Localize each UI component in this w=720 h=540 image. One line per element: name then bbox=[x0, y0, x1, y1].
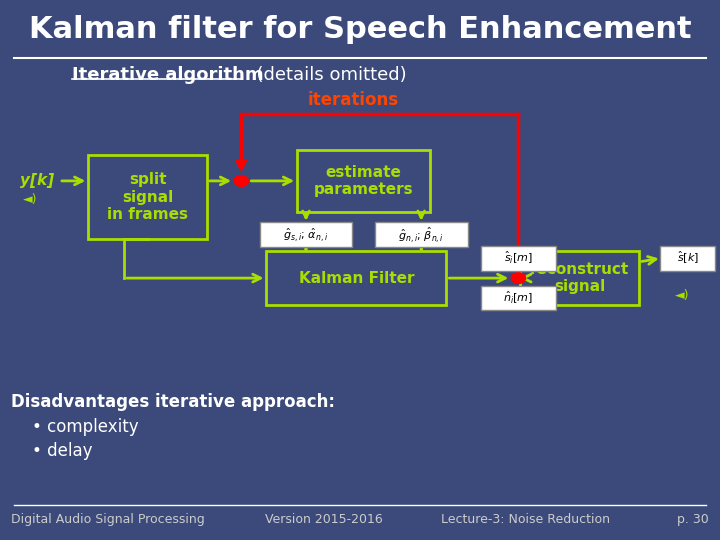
Text: Disadvantages iterative approach:: Disadvantages iterative approach: bbox=[11, 393, 335, 411]
Text: iterations: iterations bbox=[307, 91, 398, 109]
Text: • complexity: • complexity bbox=[32, 417, 139, 436]
Text: Digital Audio Signal Processing: Digital Audio Signal Processing bbox=[11, 513, 204, 526]
FancyBboxPatch shape bbox=[481, 246, 556, 271]
FancyBboxPatch shape bbox=[660, 246, 715, 271]
FancyBboxPatch shape bbox=[374, 222, 468, 247]
Text: p. 30: p. 30 bbox=[678, 513, 709, 526]
Text: ◄): ◄) bbox=[23, 193, 37, 206]
Text: • delay: • delay bbox=[32, 442, 93, 460]
Text: reconstruct
signal: reconstruct signal bbox=[530, 262, 629, 294]
Text: $\hat{g}_{s,i}$; $\hat{\alpha}_{n,i}$: $\hat{g}_{s,i}$; $\hat{\alpha}_{n,i}$ bbox=[283, 226, 329, 244]
FancyBboxPatch shape bbox=[260, 222, 352, 247]
FancyBboxPatch shape bbox=[481, 286, 556, 310]
Text: Kalman Filter: Kalman Filter bbox=[299, 271, 414, 286]
Circle shape bbox=[234, 176, 248, 186]
Text: $\hat{s}_i[m]$: $\hat{s}_i[m]$ bbox=[504, 250, 533, 266]
Text: split
signal
in frames: split signal in frames bbox=[107, 172, 188, 222]
Text: $\hat{s}[k]$: $\hat{s}[k]$ bbox=[677, 250, 698, 266]
Text: Version 2015-2016: Version 2015-2016 bbox=[265, 513, 383, 526]
Text: ◄): ◄) bbox=[675, 289, 690, 302]
Text: y[k]: y[k] bbox=[20, 173, 54, 188]
Circle shape bbox=[511, 273, 526, 284]
Text: $\hat{g}_{n,i}$; $\hat{\beta}_{n,i}$: $\hat{g}_{n,i}$; $\hat{\beta}_{n,i}$ bbox=[398, 225, 444, 245]
Text: Kalman filter for Speech Enhancement: Kalman filter for Speech Enhancement bbox=[29, 15, 691, 44]
Text: Iterative algorithm: Iterative algorithm bbox=[72, 65, 264, 84]
Text: Lecture-3: Noise Reduction: Lecture-3: Noise Reduction bbox=[441, 513, 610, 526]
Text: (details omitted): (details omitted) bbox=[245, 65, 406, 84]
Text: $\hat{n}_i[m]$: $\hat{n}_i[m]$ bbox=[503, 290, 534, 306]
Text: estimate
parameters: estimate parameters bbox=[314, 165, 413, 197]
